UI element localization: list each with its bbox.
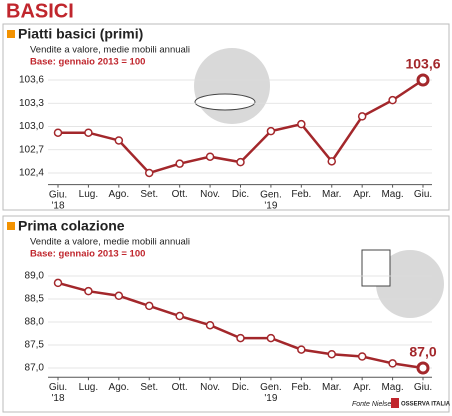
x-tick-label: Ott. bbox=[172, 189, 188, 200]
logo-icon bbox=[391, 398, 399, 408]
data-point bbox=[175, 159, 184, 168]
data-point bbox=[388, 359, 397, 368]
x-tick-label: Gen. '19 bbox=[260, 382, 282, 404]
x-tick-label: Set. bbox=[140, 189, 158, 200]
x-tick-label: Mag. bbox=[381, 382, 403, 393]
x-tick-label: Lug. bbox=[79, 382, 98, 393]
data-line bbox=[57, 281, 424, 370]
x-tick-label: Dic. bbox=[232, 382, 249, 393]
y-tick-label: 89,0 bbox=[25, 271, 45, 282]
x-tick-label: Gen. '19 bbox=[260, 189, 282, 211]
chart-subtitle: Vendite a valore, medie mobili annuali bbox=[30, 45, 190, 56]
data-point bbox=[114, 136, 124, 145]
data-point bbox=[53, 128, 63, 137]
y-tick-label: 87,5 bbox=[25, 340, 45, 351]
data-point bbox=[236, 157, 245, 167]
y-tick-label: 103,6 bbox=[19, 75, 44, 86]
chart-title: Prima colazione bbox=[18, 218, 125, 234]
data-point bbox=[145, 301, 154, 311]
data-point bbox=[327, 157, 336, 166]
x-tick-label: Nov. bbox=[200, 189, 220, 200]
data-point bbox=[388, 95, 397, 105]
x-tick-label: Apr. bbox=[353, 189, 371, 200]
data-point bbox=[357, 112, 367, 121]
chart-note: Base: gennaio 2013 = 100 bbox=[30, 249, 145, 260]
x-tick-label: Giu. '18 bbox=[49, 189, 67, 211]
data-point bbox=[416, 73, 430, 87]
source: Fonte Nielsen bbox=[352, 401, 395, 408]
data-point bbox=[145, 168, 154, 178]
x-tick-label: Giu. '18 bbox=[49, 382, 67, 404]
data-point bbox=[297, 119, 306, 129]
x-tick-label: Giu. bbox=[414, 382, 432, 393]
illustration bbox=[194, 93, 256, 111]
data-point bbox=[114, 291, 124, 301]
y-tick-label: 87,0 bbox=[25, 363, 45, 374]
x-tick-label: Feb. bbox=[291, 189, 311, 200]
x-tick-label: Giu. bbox=[414, 189, 432, 200]
data-point bbox=[53, 278, 63, 288]
chart-note: Base: gennaio 2013 = 100 bbox=[30, 57, 145, 68]
data-point bbox=[266, 333, 276, 343]
illustration bbox=[361, 249, 391, 287]
panel bbox=[2, 23, 450, 211]
logo: OSSERVA ITALIA bbox=[401, 402, 451, 408]
panel bbox=[2, 215, 450, 413]
title-marker bbox=[7, 30, 15, 38]
y-tick-label: 103,3 bbox=[19, 98, 44, 109]
value-label: 87,0 bbox=[409, 344, 436, 360]
x-tick-label: Apr. bbox=[353, 382, 371, 393]
data-point bbox=[266, 126, 276, 136]
data-point bbox=[357, 352, 367, 361]
x-tick-label: Ago. bbox=[109, 382, 130, 393]
data-point bbox=[84, 286, 93, 296]
y-tick-label: 102,7 bbox=[19, 144, 44, 155]
illustration bbox=[376, 250, 444, 318]
x-tick-label: Set. bbox=[140, 382, 158, 393]
x-tick-label: Dic. bbox=[232, 189, 249, 200]
page-title: BASICI bbox=[6, 0, 74, 22]
x-tick-label: Nov. bbox=[200, 382, 220, 393]
data-point bbox=[205, 320, 215, 330]
illustration bbox=[194, 48, 270, 124]
x-tick-label: Mar. bbox=[322, 382, 341, 393]
chart-title: Piatti basici (primi) bbox=[18, 26, 143, 42]
x-tick-label: Feb. bbox=[291, 382, 311, 393]
data-point bbox=[236, 333, 245, 343]
x-tick-label: Mag. bbox=[381, 189, 403, 200]
data-point bbox=[175, 311, 184, 321]
y-tick-label: 88,0 bbox=[25, 317, 45, 328]
title-marker bbox=[7, 222, 15, 230]
data-point bbox=[416, 361, 430, 375]
y-tick-label: 88,5 bbox=[25, 294, 45, 305]
y-tick-label: 103,0 bbox=[19, 121, 44, 132]
chart-subtitle: Vendite a valore, medie mobili annuali bbox=[30, 237, 190, 248]
data-point bbox=[327, 349, 336, 359]
value-label: 103,6 bbox=[405, 56, 440, 72]
data-point bbox=[84, 128, 93, 137]
x-tick-label: Mar. bbox=[322, 189, 341, 200]
x-tick-label: Ott. bbox=[172, 382, 188, 393]
x-tick-label: Ago. bbox=[109, 189, 130, 200]
data-point bbox=[205, 152, 215, 161]
x-tick-label: Lug. bbox=[79, 189, 98, 200]
y-tick-label: 102,4 bbox=[19, 168, 44, 179]
data-point bbox=[297, 345, 306, 354]
